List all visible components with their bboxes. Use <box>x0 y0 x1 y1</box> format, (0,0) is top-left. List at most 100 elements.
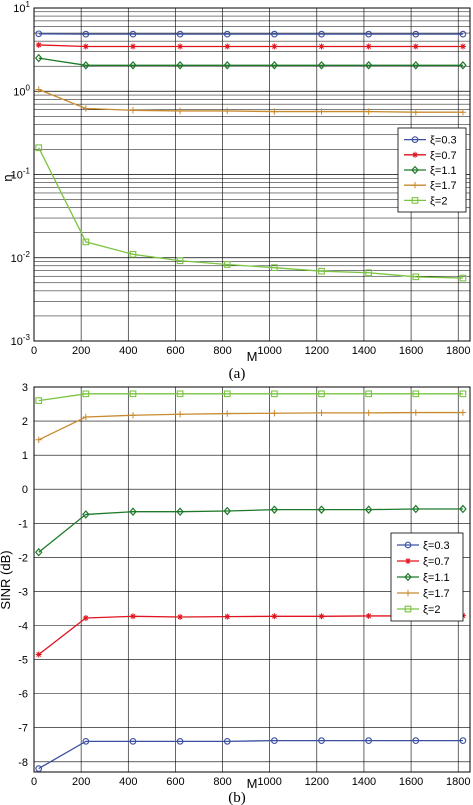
series-2 <box>35 390 467 404</box>
data-point <box>82 60 90 70</box>
legend-item: ξ=1.1 <box>404 165 457 177</box>
legend-marker <box>405 558 411 564</box>
data-point <box>365 30 373 38</box>
data-point <box>318 43 325 50</box>
legend-item: ξ=1.1 <box>397 572 450 584</box>
data-point <box>176 30 184 38</box>
legend-marker <box>412 151 418 158</box>
x-tick-label: 0 <box>31 776 37 788</box>
series-line <box>38 88 463 113</box>
y-tick-label: -7 <box>18 723 28 735</box>
data-point <box>82 413 90 421</box>
legend-label: ξ=1.1 <box>430 165 457 177</box>
x-tick-labels-b: 0 200 400 600 800 1000 1200 1400 1600 1800 <box>31 776 471 788</box>
data-point <box>318 30 325 38</box>
series-0-3 <box>35 737 467 772</box>
legend-marker <box>404 605 412 613</box>
y-tick-label: 3 <box>22 382 28 394</box>
data-point <box>129 60 137 70</box>
data-point <box>364 60 373 70</box>
y-tick-label: -4 <box>18 620 28 632</box>
x-tick-label: 1000 <box>257 776 281 788</box>
legend-label: ξ=0.3 <box>430 135 457 147</box>
series-line <box>38 44 463 48</box>
data-point <box>271 410 278 417</box>
y-tick-label: 10-1 <box>11 167 31 182</box>
data-point <box>35 86 42 93</box>
data-point <box>459 60 467 70</box>
data-point <box>82 43 89 50</box>
data-point <box>82 238 90 246</box>
data-point <box>176 737 184 745</box>
data-point <box>34 547 43 557</box>
x-tick-label: 1800 <box>446 345 470 357</box>
series-2 <box>35 144 467 282</box>
data-point <box>364 505 373 514</box>
data-point <box>129 30 137 38</box>
legend-label: ξ=0.7 <box>423 556 450 568</box>
data-point <box>365 269 373 277</box>
data-point <box>224 613 231 620</box>
chart-panel-b: 0 200 400 600 800 1000 1200 1400 1600 1800 3 2 1 0 -1… <box>0 382 471 805</box>
y-tick-label: -5 <box>18 655 28 667</box>
legend-label: ξ=1.7 <box>423 588 450 600</box>
data-point <box>177 613 184 620</box>
data-point <box>459 109 467 116</box>
y-tick-label: 10-3 <box>11 333 31 348</box>
data-point <box>82 737 90 745</box>
x-tick-label: 0 <box>31 345 37 357</box>
series-0-7 <box>35 41 466 50</box>
data-point <box>129 107 137 114</box>
data-point <box>365 612 372 619</box>
series-line <box>38 411 463 441</box>
data-point <box>318 108 325 115</box>
data-point <box>459 737 467 745</box>
series-1-1 <box>34 504 467 557</box>
x-axis-label-b: M <box>247 776 258 791</box>
data-point <box>35 765 43 772</box>
series-line <box>38 508 463 553</box>
legend-item: ξ=0.7 <box>404 150 457 162</box>
legend-item: ξ=0.3 <box>397 540 450 552</box>
data-point <box>412 737 420 745</box>
data-point <box>412 43 419 50</box>
data-point <box>271 43 278 50</box>
data-point <box>176 411 184 418</box>
data-point <box>271 390 278 398</box>
data-point <box>365 390 373 398</box>
data-point <box>365 108 372 115</box>
y-tick-label: -1 <box>18 518 28 530</box>
panel-caption-a: (a) <box>229 366 246 382</box>
legend-marker <box>411 136 419 143</box>
data-point <box>271 108 278 115</box>
data-point <box>365 737 373 745</box>
data-point <box>318 737 325 745</box>
data-point <box>271 613 278 620</box>
data-point <box>82 30 90 38</box>
chart-panel-a: 0 200 400 600 800 1000 1200 1400 1600 1800 10-310… <box>0 0 471 382</box>
series-group-a <box>34 30 467 282</box>
data-point <box>412 30 420 38</box>
data-point <box>318 267 325 275</box>
x-tick-label: 600 <box>166 776 184 788</box>
legend-marker <box>411 165 419 175</box>
data-point <box>35 144 43 152</box>
grid-b <box>34 387 470 772</box>
data-point <box>129 613 136 620</box>
legend-item: ξ=0.7 <box>397 556 450 568</box>
data-point <box>176 60 184 70</box>
y-tick-label: 2 <box>22 416 28 428</box>
y-tick-label: -8 <box>18 757 28 769</box>
data-point <box>318 409 325 417</box>
y-tick-labels-b: 3 2 1 0 -1 -2 -3 -4 -5 -6 -7 -8 <box>18 382 28 769</box>
y-tick-label: 10-2 <box>11 250 31 265</box>
data-point <box>317 505 326 514</box>
legend-label: ξ=0.7 <box>430 150 457 162</box>
grid-a <box>34 8 470 341</box>
legend-item: ξ=1.7 <box>397 588 450 600</box>
data-point <box>224 107 231 115</box>
series-1-1 <box>34 53 467 70</box>
data-point <box>129 737 137 745</box>
y-tick-labels-a: 10-3 10-2 10-1 100 101 <box>11 0 31 348</box>
data-point <box>35 436 42 444</box>
